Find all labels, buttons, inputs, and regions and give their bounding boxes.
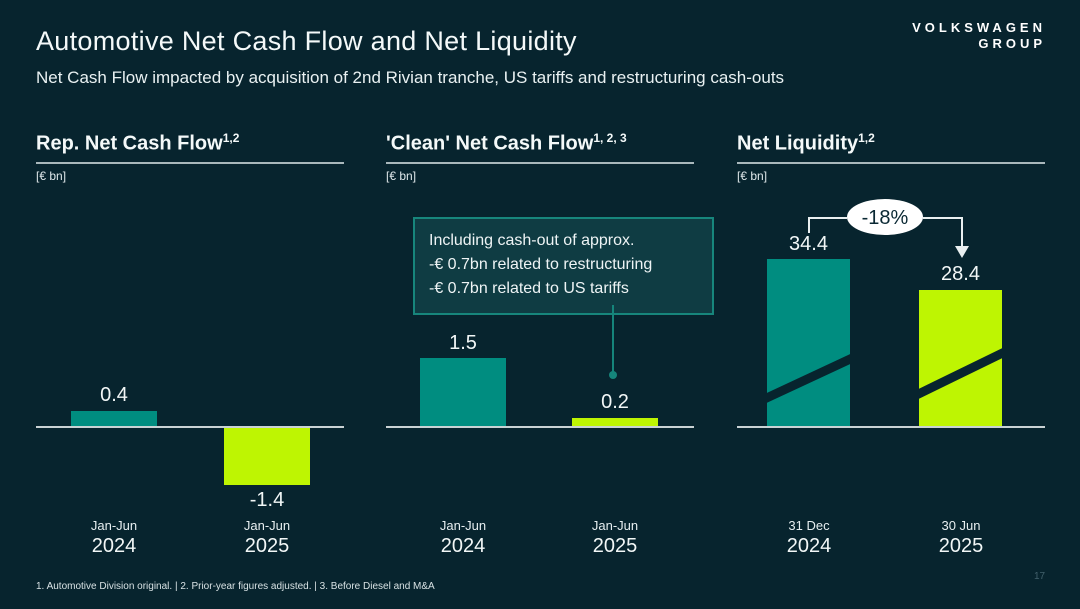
category-period: Jan-Jun [90,518,138,533]
category-label-2025: Jan-Jun 2025 [207,518,327,558]
value-label-2025: 28.4 [941,263,980,285]
category-year: 2025 [244,535,290,557]
delta-label: -18% [862,207,909,229]
callout-line-2: -€ 0.7bn related to restructuring [429,256,653,273]
chart-title: Net Liquidity1,2 [737,131,875,156]
callout-box: Including cash-out of approx. -€ 0.7bn r… [413,217,714,315]
chart-title-footnote-refs: 1, 2, 3 [593,131,627,145]
unit-label: [€ bn] [386,169,417,183]
category-year: 2025 [938,535,984,557]
category-label-2025: 30 Jun 2025 [901,518,1021,558]
delta-bubble [847,199,923,235]
callout-connector-line [612,305,614,372]
bar-2025 [919,290,1002,427]
chart-title: 'Clean' Net Cash Flow1, 2, 3 [386,131,627,156]
title-underline [737,162,1045,164]
title-underline [386,162,694,164]
category-period: Jan-Jun [591,518,639,533]
bar-2024 [767,259,850,427]
axis-break-slash [919,346,1002,401]
unit-label: [€ bn] [36,169,67,183]
chart-rep-net-cash-flow: Rep. Net Cash Flow1,2 [€ bn] 0.4 -1.4 Ja… [36,0,344,609]
axis-break-slash [767,352,850,405]
category-label-2024: Jan-Jun 2024 [54,518,174,558]
chart-title-footnote-refs: 1,2 [858,131,875,145]
page-number: 17 [1034,571,1046,582]
bar-2024 [420,358,506,427]
page-title: Automotive Net Cash Flow and Net Liquidi… [36,26,577,56]
chart-title-text: Rep. Net Cash Flow [36,132,223,155]
volkswagen-group-logo: VOLKSWAGEN GROUP [912,20,1046,52]
value-label-2025: -1.4 [249,489,285,511]
category-year: 2025 [592,535,638,557]
callout-line-1: Including cash-out of approx. [429,232,635,249]
value-label-2024: 1.5 [449,332,477,354]
bar-2025 [224,428,310,485]
chart-net-liquidity: Net Liquidity1,2 [€ bn] -18% 34.4 28.4 3… [737,0,1045,609]
unit-label: [€ bn] [737,169,768,183]
callout-line-3: -€ 0.7bn related to US tariffs [429,280,629,297]
x-axis-line [36,426,344,428]
category-period: 31 Dec [788,518,830,533]
bar-2025 [572,418,658,427]
arrow-down-icon [955,246,969,258]
title-underline [36,162,344,164]
value-label-2024: 0.4 [100,384,128,406]
value-label-2024: 34.4 [789,233,828,255]
chart-title-footnote-refs: 1,2 [222,131,240,145]
delta-bracket: -18% [808,199,969,258]
bar-2024 [71,411,157,427]
category-period: Jan-Jun [243,518,291,533]
category-year: 2024 [91,535,137,557]
category-label-2024: Jan-Jun 2024 [403,518,523,558]
value-label-2025: 0.2 [601,391,629,413]
category-label-2025: Jan-Jun 2025 [555,518,675,558]
page-subtitle: Net Cash Flow impacted by acquisition of… [36,68,785,87]
category-period: 30 Jun [941,518,981,533]
x-axis-line [386,426,694,428]
category-period: Jan-Jun [439,518,487,533]
chart-title-text: Net Liquidity [737,132,859,155]
category-year: 2024 [440,535,486,557]
footnote: 1. Automotive Division original. | 2. Pr… [36,581,435,592]
logo-line-2: GROUP [978,36,1046,51]
category-label-2024: 31 Dec 2024 [749,518,869,558]
x-axis-line [737,426,1045,428]
category-year: 2024 [786,535,832,557]
chart-title: Rep. Net Cash Flow1,2 [36,131,239,156]
chart-clean-net-cash-flow: 'Clean' Net Cash Flow1, 2, 3 [€ bn] Incl… [386,0,714,609]
chart-title-text: 'Clean' Net Cash Flow [386,132,594,155]
callout-connector-dot [609,371,617,379]
logo-line-1: VOLKSWAGEN [912,20,1046,35]
